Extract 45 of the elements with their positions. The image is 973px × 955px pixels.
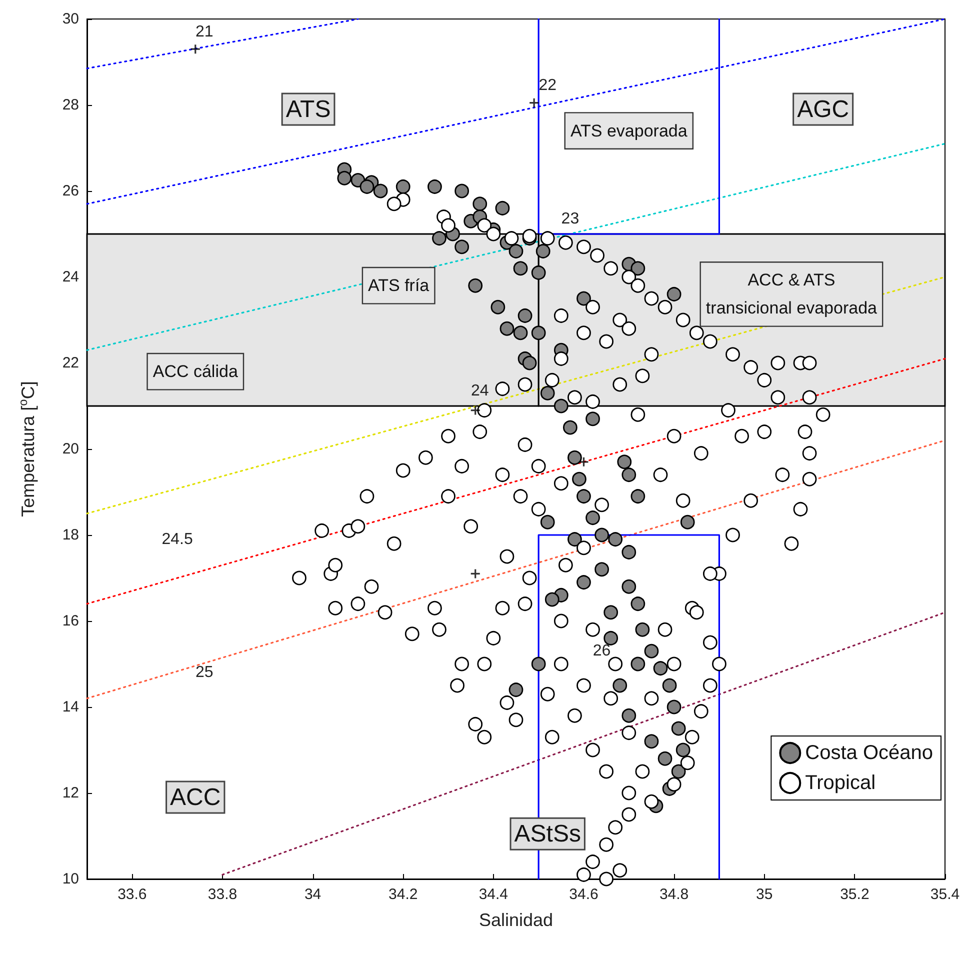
annotation: 23 xyxy=(561,210,580,228)
annotation: 24.5 xyxy=(162,530,193,548)
point xyxy=(470,568,481,579)
point xyxy=(470,405,481,416)
x-tick-label: 33.6 xyxy=(118,886,147,903)
y-tick-label: 30 xyxy=(62,10,79,28)
y-tick-label: 20 xyxy=(62,440,79,458)
annotation: ATS fría xyxy=(368,276,430,296)
annotation: ACC & ATS transicional evaporada xyxy=(706,270,878,318)
y-tick-label: 12 xyxy=(62,784,79,802)
annotation: ATS xyxy=(286,96,331,123)
annotation: 25 xyxy=(196,664,214,682)
annotation: ATS evaporada xyxy=(570,121,688,140)
x-tick-label: 34.6 xyxy=(569,886,598,903)
legend-label: Tropical xyxy=(805,772,876,794)
x-tick-label: 34.4 xyxy=(478,886,508,903)
y-tick-label: 10 xyxy=(62,870,79,888)
x-tick-label: 35.2 xyxy=(840,886,870,903)
y-tick-label: 28 xyxy=(62,96,79,114)
x-tick-label: 34.2 xyxy=(388,886,418,903)
annotation: ACC cálida xyxy=(152,362,238,382)
point xyxy=(190,44,201,54)
annotation: 24 xyxy=(470,382,489,400)
y-tick-label: 24 xyxy=(62,268,79,286)
y-tick-label: 14 xyxy=(62,698,79,716)
x-tick-label: 34.8 xyxy=(659,886,689,903)
annotation: AGC xyxy=(797,96,850,123)
y-tick-label: 18 xyxy=(62,526,79,544)
legend-label: Costa Océano xyxy=(805,742,934,764)
x-tick-label: 34 xyxy=(304,886,322,903)
annotation: ACC xyxy=(170,784,221,811)
y-tick-label: 22 xyxy=(62,354,79,372)
annotation: 21 xyxy=(196,23,214,40)
annotation: AStSs xyxy=(514,820,581,848)
x-axis-title: Salinidad xyxy=(478,910,554,930)
y-tick-label: 16 xyxy=(62,612,79,630)
x-tick-label: 35 xyxy=(756,886,773,903)
point xyxy=(528,98,540,108)
x-tick-label: 35.4 xyxy=(930,886,960,903)
y-tick-label: 26 xyxy=(62,182,79,200)
annotation: 22 xyxy=(538,77,557,94)
x-tick-label: 33.8 xyxy=(208,886,238,903)
y-axis-title: Temperatura [oC] xyxy=(16,381,38,517)
annotation: 26 xyxy=(592,642,611,660)
point xyxy=(578,456,590,468)
